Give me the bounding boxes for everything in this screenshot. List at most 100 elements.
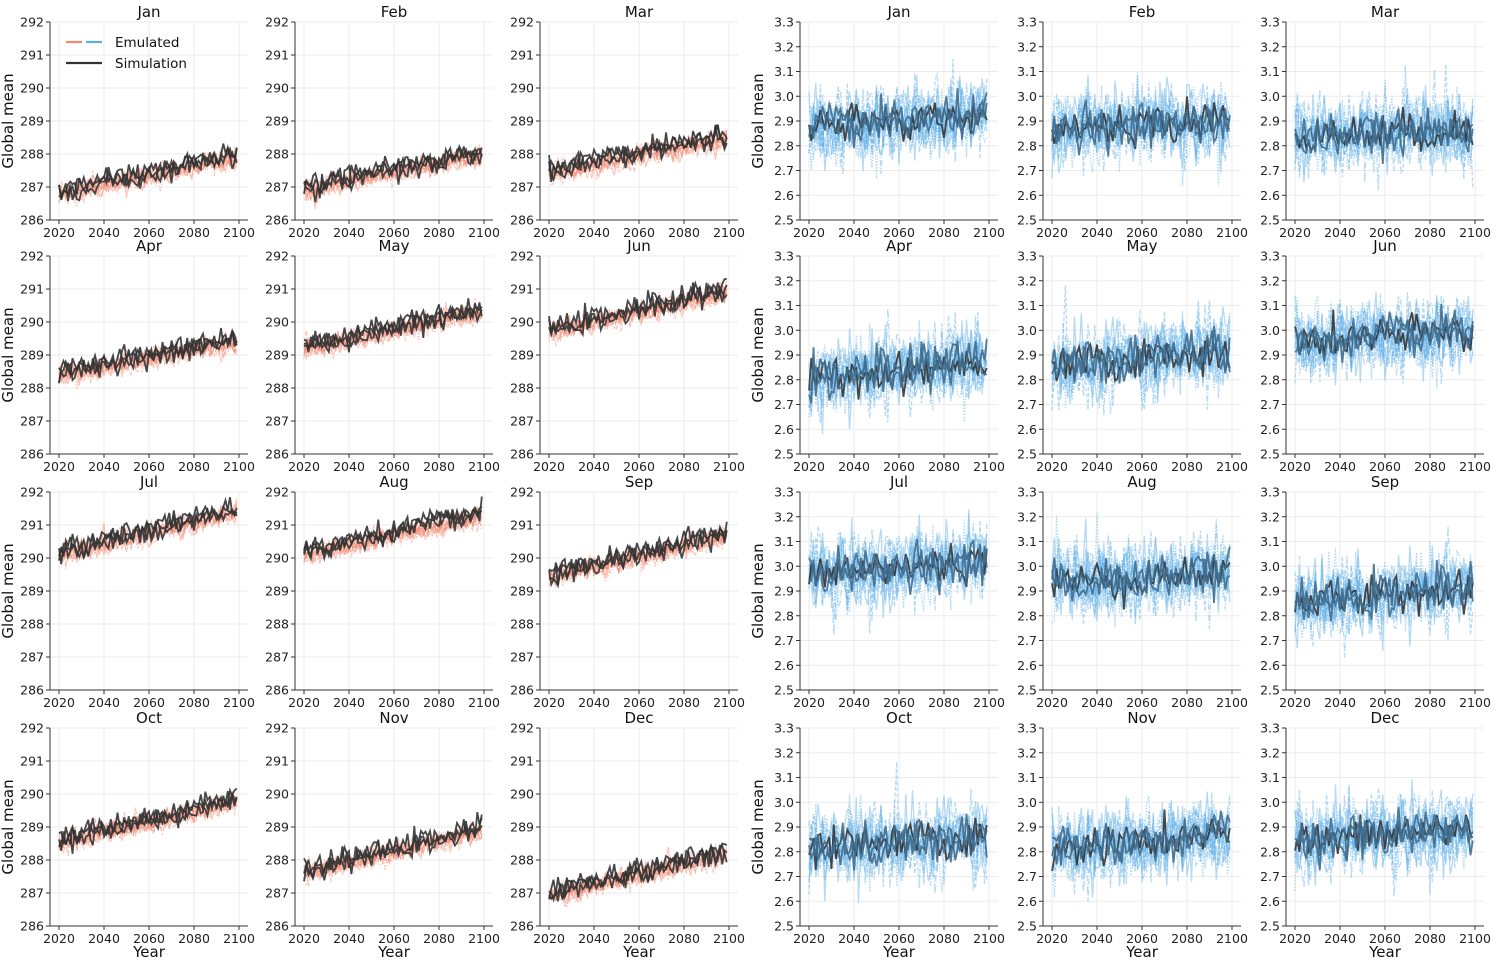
x-tick-label: 2040 [1081,695,1113,710]
y-tick-label: 3.3 [774,485,794,500]
y-tick-label: 3.0 [1260,89,1280,104]
y-tick-label: 3.2 [774,39,794,54]
simulation-series-line [1051,99,1231,145]
y-tick-label: 286 [265,213,289,228]
panel-title: Jun [1372,237,1396,255]
y-tick-label: 2.7 [1017,163,1037,178]
y-tick-label: 291 [510,48,534,63]
panel-right-aug: 2020 2040 2060 2080 2100 2.5 2.6 2.7 2.8 2.9 3.0 3.… [1017,473,1248,710]
x-tick-label: 2080 [668,695,700,710]
x-tick-label: 2060 [623,695,655,710]
y-tick-label: 3.0 [774,559,794,574]
y-tick-label: 288 [20,617,44,632]
simulation-series-line [1051,325,1231,384]
y-tick-label: 2.9 [774,584,794,599]
y-tick-label: 286 [20,683,44,698]
emulated-series-line [58,509,238,562]
simulation-series-line [58,146,238,202]
y-tick-label: 2.8 [1017,844,1037,859]
x-tick-label: 2100 [1459,695,1491,710]
y-tick-label: 287 [20,650,44,665]
y-tick-label: 288 [20,381,44,396]
y-tick-label: 292 [265,485,289,500]
x-tick-label: 2020 [1036,459,1068,474]
y-tick-label: 290 [265,551,289,566]
x-tick-label: 2080 [928,225,960,240]
emulated-series-line [303,515,482,563]
panel-right-nov: 2020 2040 2060 2080 2100 2.5 2.6 2.7 2.8 2.9 3.0 3.… [1017,709,1248,961]
y-tick-label: 292 [265,721,289,736]
y-tick-label: 286 [510,213,534,228]
y-tick-label: 2.7 [1017,633,1037,648]
y-tick-label: 3.2 [774,273,794,288]
y-tick-label: 2.8 [774,608,794,623]
y-tick-label: 290 [510,81,534,96]
simulation-series-line [548,282,728,333]
x-tick-label: 2020 [533,931,565,946]
y-tick-label: 290 [510,551,534,566]
simulation-series-line [303,819,483,882]
panel-left-feb: 2020 2040 2060 2080 2100 286 287 288 289 290 291 29… [265,3,500,240]
x-tick-label: 2020 [533,225,565,240]
x-tick-label: 2040 [88,459,120,474]
x-tick-label: 2040 [838,931,870,946]
emulated-series-line [303,152,483,196]
simulation-series-line [548,124,728,182]
panel-left-sep: 2020 2040 2060 2080 2100 286 287 288 289 290 291 29… [510,473,745,710]
emulated-series-line [303,825,482,886]
emulated-series-line [1294,541,1474,651]
y-tick-label: 2.5 [1260,683,1280,698]
y-tick-label: 288 [265,617,289,632]
y-tick-label: 3.2 [1017,745,1037,760]
simulation-series-line [303,496,483,562]
x-tick-label: 2060 [133,695,165,710]
emulated-series-line [548,289,728,340]
panel-title: Aug [379,473,408,491]
x-tick-label: 2080 [423,459,455,474]
panel-title: May [378,237,409,255]
series-group [58,327,238,390]
emulated-series-line [548,526,728,587]
simulation-series-line [1294,813,1474,871]
simulation-series-line [548,842,728,900]
y-tick-label: 289 [20,584,44,599]
x-tick-label: 2040 [333,695,365,710]
series-group [808,762,988,904]
y-tick-label: 287 [265,414,289,429]
y-tick-label: 3.1 [1017,770,1037,785]
x-tick-label: 2040 [838,695,870,710]
emulated-series-line [1294,86,1474,172]
y-tick-label: 289 [265,348,289,363]
panel-left-nov: 2020 2040 2060 2080 2100 286 287 288 289 290 291 29… [265,709,500,961]
emulated-series-line [1294,295,1474,384]
emulated-series-line [1051,512,1231,615]
y-tick-label: 3.2 [1260,273,1280,288]
y-tick-label: 289 [510,584,534,599]
y-tick-label: 3.3 [1017,485,1037,500]
series-group [1294,526,1474,658]
x-tick-label: 2060 [883,225,915,240]
panel-title: Dec [624,709,653,727]
x-tick-label: 2080 [178,459,210,474]
emulated-series-line [303,508,483,562]
y-tick-label: 3.1 [774,64,794,79]
x-tick-label: 2080 [668,225,700,240]
y-tick-label: 2.7 [1260,397,1280,412]
emulated-series-line [58,151,238,208]
x-tick-label: 2060 [1369,459,1401,474]
y-tick-label: 3.3 [774,15,794,30]
simulation-series-line [58,790,238,854]
y-tick-label: 2.6 [1017,894,1037,909]
y-tick-label: 2.7 [774,163,794,178]
x-tick-label: 2020 [43,225,75,240]
y-tick-label: 286 [265,447,289,462]
y-tick-label: 3.0 [1260,559,1280,574]
y-tick-label: 3.1 [774,298,794,313]
panel-title: Oct [886,709,912,727]
simulation-series-line [548,278,727,338]
panel-title: Sep [1371,473,1399,491]
x-tick-label: 2060 [883,931,915,946]
x-tick-label: 2100 [713,931,745,946]
x-axis-label: Year [622,943,656,961]
emulated-series-line [808,793,988,887]
